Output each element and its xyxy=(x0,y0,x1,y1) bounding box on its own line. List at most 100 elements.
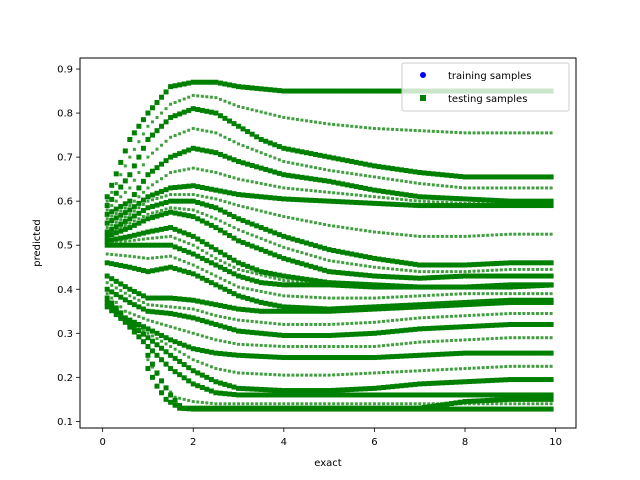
testing-sample-point xyxy=(273,322,277,326)
testing-sample-point xyxy=(322,153,328,159)
testing-sample-point xyxy=(477,234,481,238)
testing-sample-point xyxy=(435,171,441,177)
testing-sample-point xyxy=(273,113,277,117)
testing-sample-point xyxy=(276,272,282,278)
testing-sample-point xyxy=(522,336,526,340)
testing-sample-point xyxy=(105,217,109,221)
testing-sample-point xyxy=(404,268,408,272)
testing-sample-point xyxy=(472,234,476,238)
testing-sample-point xyxy=(439,195,445,201)
testing-sample-point xyxy=(164,235,168,239)
testing-sample-point xyxy=(140,197,146,203)
testing-sample-point xyxy=(536,311,539,315)
testing-sample-point xyxy=(516,203,522,209)
testing-sample-point xyxy=(268,211,272,215)
testing-sample-point xyxy=(155,321,159,325)
testing-sample-point xyxy=(463,201,467,205)
testing-sample-point xyxy=(272,387,278,393)
testing-sample-point xyxy=(323,296,327,300)
testing-sample-point xyxy=(159,357,165,363)
testing-sample-point xyxy=(516,299,522,305)
testing-sample-point xyxy=(486,233,490,237)
testing-sample-point xyxy=(377,266,381,270)
testing-sample-point xyxy=(349,251,355,257)
testing-sample-point xyxy=(245,161,251,167)
testing-sample-point xyxy=(187,241,191,245)
testing-sample-point xyxy=(445,234,449,238)
testing-sample-point xyxy=(314,189,318,193)
testing-sample-point xyxy=(145,344,151,350)
testing-sample-point xyxy=(403,353,409,359)
testing-sample-point xyxy=(513,336,517,340)
testing-sample-point xyxy=(231,406,237,412)
testing-sample-point xyxy=(457,350,463,356)
testing-sample-point xyxy=(258,165,264,171)
testing-sample-point xyxy=(476,392,482,398)
testing-sample-point xyxy=(154,99,160,105)
testing-sample-point xyxy=(258,269,264,275)
testing-sample-point xyxy=(431,402,435,406)
testing-sample-point xyxy=(376,88,382,94)
testing-sample-point xyxy=(362,355,368,361)
testing-sample-point xyxy=(525,203,531,209)
testing-sample-point xyxy=(222,115,228,121)
testing-sample-point xyxy=(314,322,318,326)
testing-sample-point xyxy=(395,128,399,132)
testing-sample-point xyxy=(540,311,544,315)
testing-sample-point xyxy=(164,342,168,346)
testing-sample-point xyxy=(246,107,250,111)
testing-sample-point xyxy=(109,261,115,267)
testing-sample-point xyxy=(168,337,174,343)
testing-sample-point xyxy=(195,146,201,152)
testing-sample-point xyxy=(372,371,376,375)
testing-sample-point xyxy=(472,285,476,289)
testing-sample-point xyxy=(303,305,309,311)
testing-sample-point xyxy=(508,284,512,288)
testing-sample-point xyxy=(494,406,500,412)
testing-sample-point xyxy=(309,253,313,257)
testing-sample-point xyxy=(512,392,518,398)
testing-sample-point xyxy=(472,186,476,190)
testing-sample-point xyxy=(426,203,432,209)
testing-sample-point xyxy=(341,345,345,349)
testing-sample-point xyxy=(195,79,201,85)
testing-sample-point xyxy=(458,270,462,274)
testing-sample-point xyxy=(209,365,213,369)
testing-sample-point xyxy=(313,388,319,394)
testing-sample-point xyxy=(195,406,201,412)
testing-sample-point xyxy=(508,131,512,135)
testing-sample-point xyxy=(344,270,350,276)
testing-sample-point xyxy=(371,163,377,169)
testing-sample-point xyxy=(236,328,242,334)
testing-sample-point xyxy=(294,388,300,394)
testing-sample-point xyxy=(386,267,390,271)
testing-sample-point xyxy=(457,324,463,330)
testing-sample-point xyxy=(218,172,222,176)
testing-sample-point xyxy=(290,258,296,264)
testing-sample-point xyxy=(267,281,273,287)
testing-sample-point xyxy=(427,270,431,274)
testing-sample-point xyxy=(345,124,349,128)
testing-sample-point xyxy=(498,174,504,180)
testing-sample-point xyxy=(104,295,110,301)
testing-sample-point xyxy=(499,233,503,237)
testing-sample-point xyxy=(535,198,540,204)
testing-sample-point xyxy=(163,158,169,164)
testing-sample-point xyxy=(159,333,165,338)
testing-sample-point xyxy=(345,372,349,376)
testing-sample-point xyxy=(371,306,377,312)
testing-sample-point xyxy=(177,111,183,117)
testing-sample-point xyxy=(199,218,205,224)
testing-sample-point xyxy=(105,292,109,296)
testing-sample-point xyxy=(223,315,227,319)
testing-sample-point xyxy=(186,314,192,320)
testing-sample-point xyxy=(195,298,201,304)
testing-sample-point xyxy=(344,307,350,313)
testing-sample-point xyxy=(208,377,214,383)
testing-sample-point xyxy=(141,256,145,260)
testing-sample-point xyxy=(503,322,509,328)
testing-sample-point xyxy=(412,202,418,208)
testing-sample-point xyxy=(122,319,128,325)
testing-sample-point xyxy=(281,145,287,151)
testing-sample-point xyxy=(267,387,273,393)
